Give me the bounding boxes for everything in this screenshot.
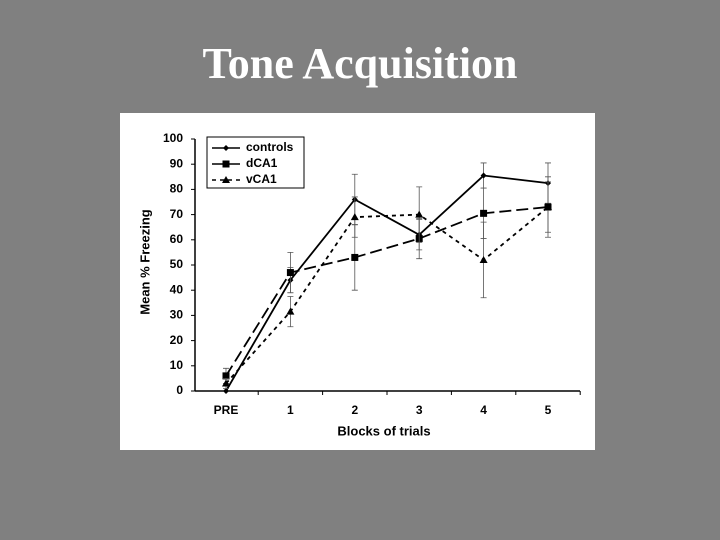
chart-area — [120, 113, 595, 450]
point — [286, 307, 295, 315]
y-tick-label: 20 — [170, 333, 184, 347]
y-tick-label: 100 — [163, 131, 183, 145]
point — [480, 172, 487, 179]
y-tick-label: 50 — [170, 257, 184, 271]
y-tick-label: 80 — [170, 182, 184, 196]
x-axis-title: Blocks of trials — [337, 423, 430, 438]
legend-label: dCA1 — [246, 156, 278, 170]
slide-title: Tone Acquisition — [202, 39, 517, 88]
legend-marker — [222, 160, 230, 168]
point — [223, 388, 229, 394]
y-tick-label: 60 — [170, 232, 184, 246]
series-line — [225, 206, 549, 377]
point — [480, 209, 488, 217]
x-tick-label: PRE — [214, 403, 239, 417]
y-axis-title: Mean % Freezing — [137, 209, 152, 315]
x-tick-label: 3 — [416, 403, 423, 417]
y-tick-label: 40 — [170, 282, 184, 296]
y-tick-label: 70 — [170, 207, 184, 221]
legend-label: controls — [246, 140, 294, 154]
y-tick-label: 10 — [170, 358, 184, 372]
point — [544, 203, 552, 211]
series-line — [225, 206, 549, 385]
point — [222, 372, 230, 380]
legend-marker — [222, 176, 230, 183]
point — [350, 213, 359, 221]
legend-marker — [223, 145, 229, 151]
x-tick-label: 5 — [545, 403, 552, 417]
y-tick-label: 0 — [176, 383, 183, 397]
point — [351, 253, 359, 261]
y-tick-label: 30 — [170, 308, 184, 322]
point — [222, 379, 230, 387]
series-line — [225, 174, 549, 392]
point — [286, 269, 294, 277]
legend-label: vCA1 — [246, 172, 277, 186]
y-tick-label: 90 — [170, 156, 184, 170]
x-tick-label: 4 — [480, 403, 487, 417]
point — [415, 210, 424, 218]
point — [479, 255, 488, 263]
x-tick-label: 2 — [351, 403, 358, 417]
x-tick-label: 1 — [287, 403, 294, 417]
